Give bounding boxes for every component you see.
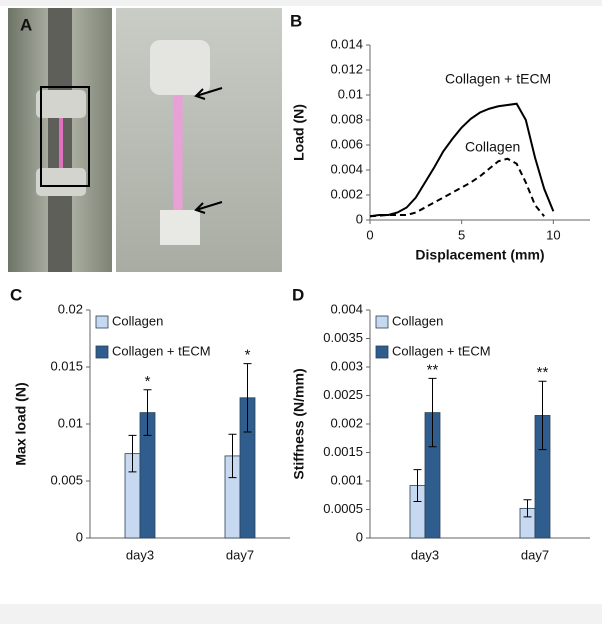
x-tick-label: 10 [546,227,560,242]
y-tick-label: 0.0015 [323,444,363,459]
error-bar [413,469,422,503]
legend-label: Collagen [112,313,163,328]
arrow [194,88,206,100]
panel-label: D [292,285,304,304]
legend-label: Collagen + tECM [112,343,211,358]
arrow [195,87,223,97]
y-axis-label: Max load (N) [13,382,29,465]
line [369,102,555,218]
y-tick-label: 0.002 [330,415,363,430]
x-axis-label: Displacement (mm) [415,247,544,263]
y-tick-label: 0.01 [338,86,363,101]
y-tick-label: 0 [356,211,363,226]
grip [150,40,210,95]
clamp [36,168,86,196]
arrow [195,201,223,211]
error-bar [523,499,532,518]
y-axis-label: Stiffness (N/mm) [291,368,307,479]
legend-label: Collagen + tECM [392,343,491,358]
error-bar [428,377,437,448]
series-label: Collagen + tECM [445,71,551,87]
top-band [0,0,602,6]
arrow [194,202,206,214]
legend-swatch [95,315,109,329]
significance: * [145,373,151,390]
significance: ** [427,361,439,378]
y-tick-label: 0.008 [330,111,363,126]
legend-swatch [375,345,389,359]
x-tick-label: day7 [521,547,549,562]
photo-panel: A [8,8,282,272]
significance: ** [537,364,549,381]
y-tick-label: 0.014 [330,36,363,51]
error-bar [538,380,547,451]
y-tick-label: 0.001 [330,472,363,487]
y-tick-label: 0.004 [330,301,363,316]
line [369,157,545,218]
y-tick-label: 0.015 [50,358,83,373]
x-tick-label: 5 [458,227,465,242]
y-tick-label: 0.005 [50,472,83,487]
y-axis-label: Load (N) [291,104,307,161]
bottom-band [0,604,602,624]
panel-label: A [20,15,32,34]
series-label: Collagen [465,139,520,155]
panel-label: C [10,285,22,304]
legend-label: Collagen [392,313,443,328]
y-tick-label: 0.002 [330,186,363,201]
legend-swatch [375,315,389,329]
y-tick-label: 0 [76,529,83,544]
y-tick-label: 0.02 [58,301,83,316]
y-tick-label: 0.0035 [323,330,363,345]
grip [160,210,200,245]
x-tick-label: day3 [411,547,439,562]
panel-label: B [290,11,302,30]
x-tick-label: day7 [226,547,254,562]
y-tick-label: 0 [356,529,363,544]
x-tick-label: 0 [366,227,373,242]
error-bar [128,434,137,473]
y-tick-label: 0.0025 [323,387,363,402]
y-tick-label: 0.006 [330,136,363,151]
y-tick-label: 0.01 [58,415,83,430]
significance: * [245,347,251,364]
legend-swatch [95,345,109,359]
y-tick-label: 0.004 [330,161,363,176]
y-tick-label: 0.012 [330,61,363,76]
error-bar [243,363,252,433]
x-tick-label: day3 [126,547,154,562]
y-tick-label: 0.0005 [323,501,363,516]
y-tick-label: 0.003 [330,358,363,373]
error-bar [228,433,237,479]
clamp [36,90,86,118]
box [40,86,90,187]
error-bar [143,389,152,436]
